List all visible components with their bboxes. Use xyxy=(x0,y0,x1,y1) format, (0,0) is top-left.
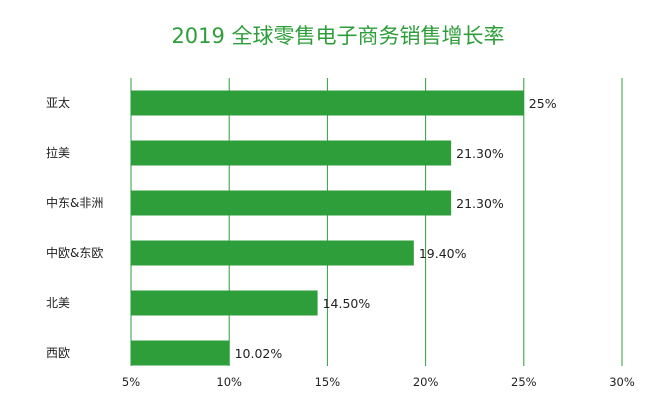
category-label: 中欧&东欧 xyxy=(46,245,103,260)
category-label: 北美 xyxy=(46,296,70,310)
value-labels: 25% 21.30% 21.30% 19.40% 14.50% 10.02% xyxy=(235,96,557,361)
bar xyxy=(131,140,452,166)
category-label: 拉美 xyxy=(46,145,70,160)
bars xyxy=(131,90,524,366)
category-label: 西欧 xyxy=(46,346,70,360)
value-label: 21.30% xyxy=(456,146,504,161)
x-tick-label: 5% xyxy=(122,375,140,389)
chart-title: 2019 全球零售电子商务销售增长率 xyxy=(171,24,504,48)
gridlines xyxy=(130,78,623,366)
x-tick-label: 30% xyxy=(609,375,635,389)
category-label: 亚太 xyxy=(46,95,70,110)
x-tick-label: 25% xyxy=(511,375,537,389)
value-label: 19.40% xyxy=(419,246,467,261)
category-label: 中东&非洲 xyxy=(46,195,103,210)
x-axis-ticks: 5% 10% 15% 20% 25% 30% xyxy=(122,375,635,389)
value-label: 14.50% xyxy=(323,296,371,311)
bar xyxy=(131,340,230,366)
value-label: 25% xyxy=(529,96,557,111)
bar xyxy=(131,190,452,216)
bar xyxy=(131,240,414,266)
value-label: 21.30% xyxy=(456,196,504,211)
value-label: 10.02% xyxy=(235,346,283,361)
bar xyxy=(131,90,524,116)
bar xyxy=(131,290,318,316)
x-tick-label: 20% xyxy=(413,375,439,389)
x-tick-label: 15% xyxy=(315,375,341,389)
x-tick-label: 10% xyxy=(216,375,242,389)
